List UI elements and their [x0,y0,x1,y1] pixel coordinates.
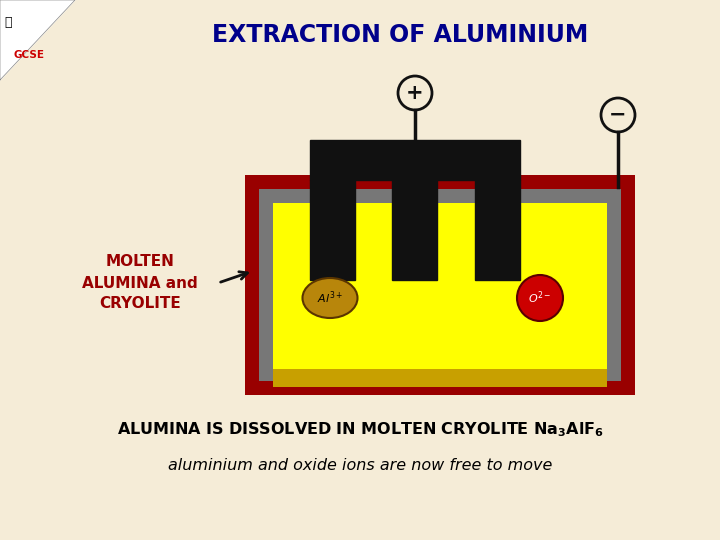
Text: −: − [609,105,626,125]
Text: aluminium and oxide ions are now free to move: aluminium and oxide ions are now free to… [168,457,552,472]
Bar [273,369,607,387]
Bar [392,180,437,280]
Bar [310,180,355,280]
Text: $O^{2-}$: $O^{2-}$ [528,289,552,306]
Bar [259,189,621,381]
Text: $\bf{ALUMINA\ IS\ DISSOLVED\ IN\ MOLTEN\ CRYOLITE\ Na_3AlF_6}$: $\bf{ALUMINA\ IS\ DISSOLVED\ IN\ MOLTEN\… [117,421,603,440]
Text: 🌲: 🌲 [4,16,12,29]
Text: $Al^{3+}$: $Al^{3+}$ [317,289,343,306]
Text: GCSE: GCSE [14,50,45,60]
Ellipse shape [302,278,358,318]
Bar [475,180,520,280]
Polygon shape [0,0,75,80]
FancyArrowPatch shape [220,272,248,282]
Text: EXTRACTION OF ALUMINIUM: EXTRACTION OF ALUMINIUM [212,23,588,47]
Bar [273,203,607,387]
Circle shape [517,275,563,321]
Bar [245,175,635,395]
Text: +: + [406,83,424,103]
Bar [310,140,520,180]
Text: MOLTEN
ALUMINA and
CRYOLITE: MOLTEN ALUMINA and CRYOLITE [82,254,198,312]
